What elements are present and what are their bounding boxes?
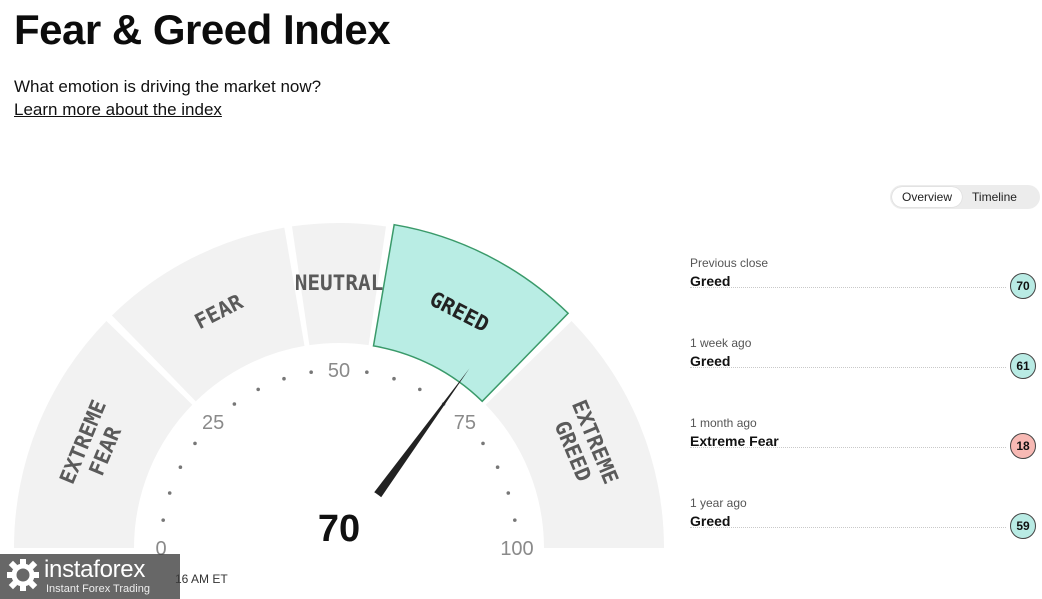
gauge-tick-dot [392, 376, 396, 381]
gauge-scale-label: 100 [500, 538, 533, 560]
history-when: 1 month ago [690, 416, 757, 430]
history-rating: Greed [690, 353, 731, 369]
instaforex-watermark: instaforex Instant Forex Trading [0, 554, 180, 599]
history-value-badge: 70 [1010, 273, 1036, 299]
gauge-segment-greed [372, 223, 570, 403]
gauge-scale-label: 75 [454, 412, 476, 434]
history-item-previous-close: Previous close Greed 70 [690, 256, 1036, 299]
gauge-tick-dot [193, 441, 197, 446]
history-when: Previous close [690, 256, 769, 270]
page-title: Fear & Greed Index [14, 6, 391, 53]
gauge-needle [358, 368, 470, 519]
history-value-badge: 61 [1010, 353, 1036, 379]
gauge-tick-dot [418, 387, 422, 392]
history-item-1-year-ago: 1 year ago Greed 59 [690, 496, 1036, 539]
history-divider [690, 447, 1006, 448]
gauge-tick-dot [232, 402, 237, 406]
gauge-tick-dot [506, 491, 511, 495]
gauge-scale-label: 0 [155, 538, 166, 560]
history-when: 1 year ago [690, 496, 747, 510]
tab-timeline[interactable]: Timeline [972, 190, 1017, 204]
history-divider [690, 527, 1006, 528]
gauge-tick-dot [365, 370, 369, 374]
gauge-scale-label: 25 [202, 412, 224, 434]
page-subtitle: What emotion is driving the market now? [14, 77, 322, 96]
gauge-scale-label: 50 [328, 360, 350, 382]
history-value-badge: 18 [1010, 433, 1036, 459]
gauge-segment-extreme-greed [485, 320, 664, 548]
gauge-tick-dot [513, 518, 517, 522]
history-when: 1 week ago [690, 336, 752, 350]
gauge-segment-neutral [292, 223, 386, 346]
gauge-tick-dot [167, 491, 172, 495]
watermark-brand: instaforex [44, 556, 146, 583]
history-item-1-week-ago: 1 week ago Greed 61 [690, 336, 1036, 379]
gauge-segment-fear [111, 227, 305, 402]
gauge-tick-dot [495, 465, 500, 469]
gauge-value: 70 [318, 508, 360, 550]
history-rating: Extreme Fear [690, 433, 779, 449]
gauge-segment-label: NEUTRAL [295, 271, 384, 295]
instaforex-logo-icon [7, 559, 39, 591]
last-updated-timestamp: 16 AM ET [175, 572, 228, 586]
gauge-tick-dot [481, 441, 485, 446]
history-item-1-month-ago: 1 month ago Extreme Fear 18 [690, 416, 1036, 459]
history-rating: Greed [690, 513, 731, 529]
history-value-badge: 59 [1010, 513, 1036, 539]
gauge-tick-dot [282, 376, 286, 381]
tab-overview[interactable]: Overview [892, 187, 963, 207]
gauge-center-circle [273, 482, 405, 560]
history-rating: Greed [690, 273, 731, 289]
fear-greed-gauge: EXTREMEFEARFEARNEUTRALGREEDEXTREMEGREED0… [14, 223, 664, 560]
gauge-tick-dot [309, 370, 313, 374]
gauge-segment-extreme-fear [14, 320, 193, 548]
watermark-tagline: Instant Forex Trading [46, 583, 150, 595]
learn-more-link[interactable]: Learn more about the index [14, 100, 222, 119]
gauge-tick-dot [178, 465, 183, 469]
history-divider [690, 287, 1006, 288]
gauge-tick-dot [256, 387, 260, 392]
gauge-tick-dot [161, 518, 165, 522]
view-toggle: Overview Timeline [890, 185, 1040, 209]
history-divider [690, 367, 1006, 368]
